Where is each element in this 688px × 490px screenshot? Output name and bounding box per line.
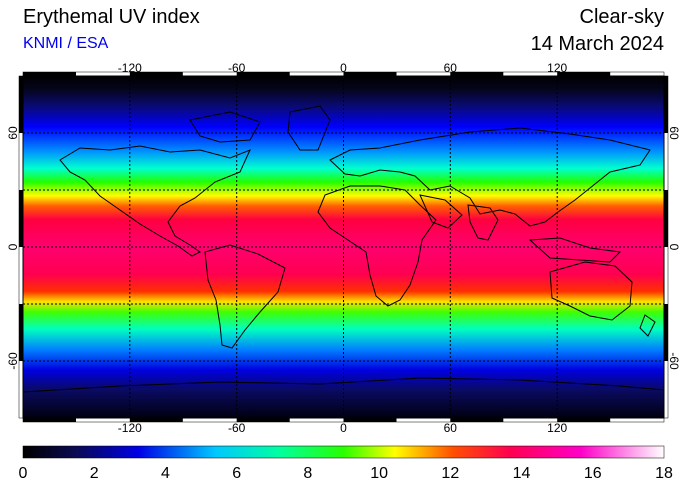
- colorbar-tick-label: 16: [584, 465, 602, 482]
- date-label: 14 March 2024: [530, 33, 664, 55]
- lat-tick-right: 60: [667, 126, 681, 140]
- lon-tick-top: -120: [118, 61, 142, 75]
- colorbar: [22, 445, 665, 459]
- lat-tick-left: 60: [6, 126, 20, 140]
- lon-tick-top: 0: [340, 61, 347, 75]
- colorbar-ticks: 0 2 4 6 8 10 12 14 16 18: [19, 465, 673, 482]
- coastlines: [23, 105, 664, 393]
- lon-tick-top: 60: [444, 61, 458, 75]
- lon-tick-bottom: -120: [118, 421, 142, 435]
- colorbar-tick-label: 6: [232, 465, 241, 482]
- colorbar-tick-label: 8: [303, 465, 312, 482]
- sky-mode-label: Clear-sky: [579, 6, 664, 28]
- lon-tick-top: -60: [228, 61, 246, 75]
- lon-tick-bottom: -60: [228, 421, 246, 435]
- colorbar-tick-label: 10: [370, 465, 388, 482]
- colorbar-tick-label: 14: [513, 465, 531, 482]
- colorbar-tick-label: 12: [441, 465, 459, 482]
- lat-tick-left: -60: [6, 352, 20, 370]
- source-label: KNMI / ESA: [23, 35, 109, 52]
- map-title: Erythemal UV index: [23, 6, 200, 28]
- lon-tick-bottom: 0: [340, 421, 347, 435]
- lat-tick-right: -60: [667, 352, 681, 370]
- graticule: [23, 76, 664, 418]
- colorbar-tick-label: 2: [90, 465, 99, 482]
- lon-tick-top: 120: [547, 61, 567, 75]
- colorbar-tick-label: 18: [655, 465, 673, 482]
- map-frame: [18, 71, 669, 423]
- colorbar-tick-label: 0: [19, 465, 28, 482]
- colorbar-tick-label: 4: [161, 465, 170, 482]
- lat-tick-right: 0: [667, 244, 681, 251]
- lon-tick-bottom: 60: [444, 421, 458, 435]
- lon-tick-bottom: 120: [547, 421, 567, 435]
- lat-tick-left: 0: [6, 243, 20, 250]
